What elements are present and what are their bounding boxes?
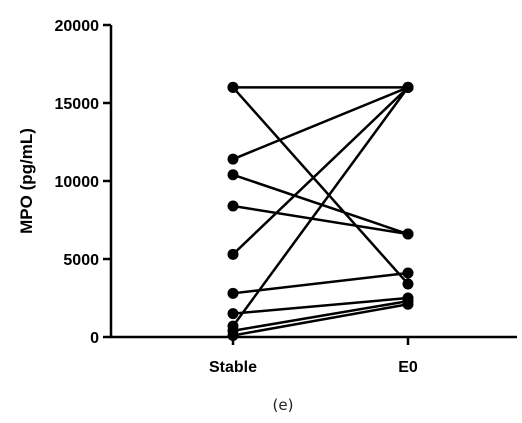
subject-pair — [227, 200, 414, 240]
data-point — [402, 81, 414, 93]
y-tick-label: 20000 — [55, 18, 100, 35]
subject-pair — [227, 169, 414, 240]
pair-line — [232, 296, 409, 315]
x-axis: Stable E0 — [110, 335, 517, 376]
pair-line — [232, 299, 409, 332]
subject-pair — [227, 81, 414, 290]
data-point — [402, 278, 414, 290]
data-point — [227, 329, 239, 341]
y-axis: 0 5000 10000 15000 20000 — [55, 18, 113, 347]
subject-pair — [227, 298, 414, 341]
pair-line — [231, 86, 410, 327]
y-tick-label: 15000 — [55, 96, 100, 113]
pair-line — [232, 86, 409, 161]
y-tick-label: 5000 — [63, 252, 99, 269]
data-point — [227, 153, 239, 165]
y-axis-title: MPO (pg/mL) — [17, 128, 36, 234]
subject-pair — [227, 81, 414, 93]
data-point — [227, 308, 239, 320]
data-point — [227, 200, 239, 212]
data-point — [227, 81, 239, 93]
pair-line — [232, 303, 409, 337]
data-point — [227, 287, 239, 299]
subject-pair — [227, 81, 414, 260]
y-ticks: 0 5000 10000 15000 20000 — [55, 18, 111, 347]
x-ticks: Stable E0 — [209, 337, 418, 376]
pair-line — [232, 271, 409, 295]
x-tick-label: E0 — [398, 359, 418, 376]
data-point — [402, 228, 414, 240]
pair-line — [232, 204, 409, 236]
figure-caption: (e) — [273, 396, 294, 414]
subject-pair — [227, 295, 414, 337]
x-tick-label: Stable — [209, 359, 257, 376]
data-point — [227, 248, 239, 260]
y-tick-label: 0 — [90, 330, 99, 347]
subject-pair — [227, 81, 414, 332]
subject-pair — [227, 267, 414, 299]
pair-line — [232, 86, 409, 256]
y-tick-label: 10000 — [55, 174, 100, 191]
data-point — [402, 298, 414, 310]
pair-line — [232, 173, 409, 236]
data-point — [402, 267, 414, 279]
paired-series — [227, 81, 414, 341]
subject-pair — [227, 81, 414, 165]
data-point — [227, 169, 239, 181]
pair-line — [232, 86, 409, 285]
